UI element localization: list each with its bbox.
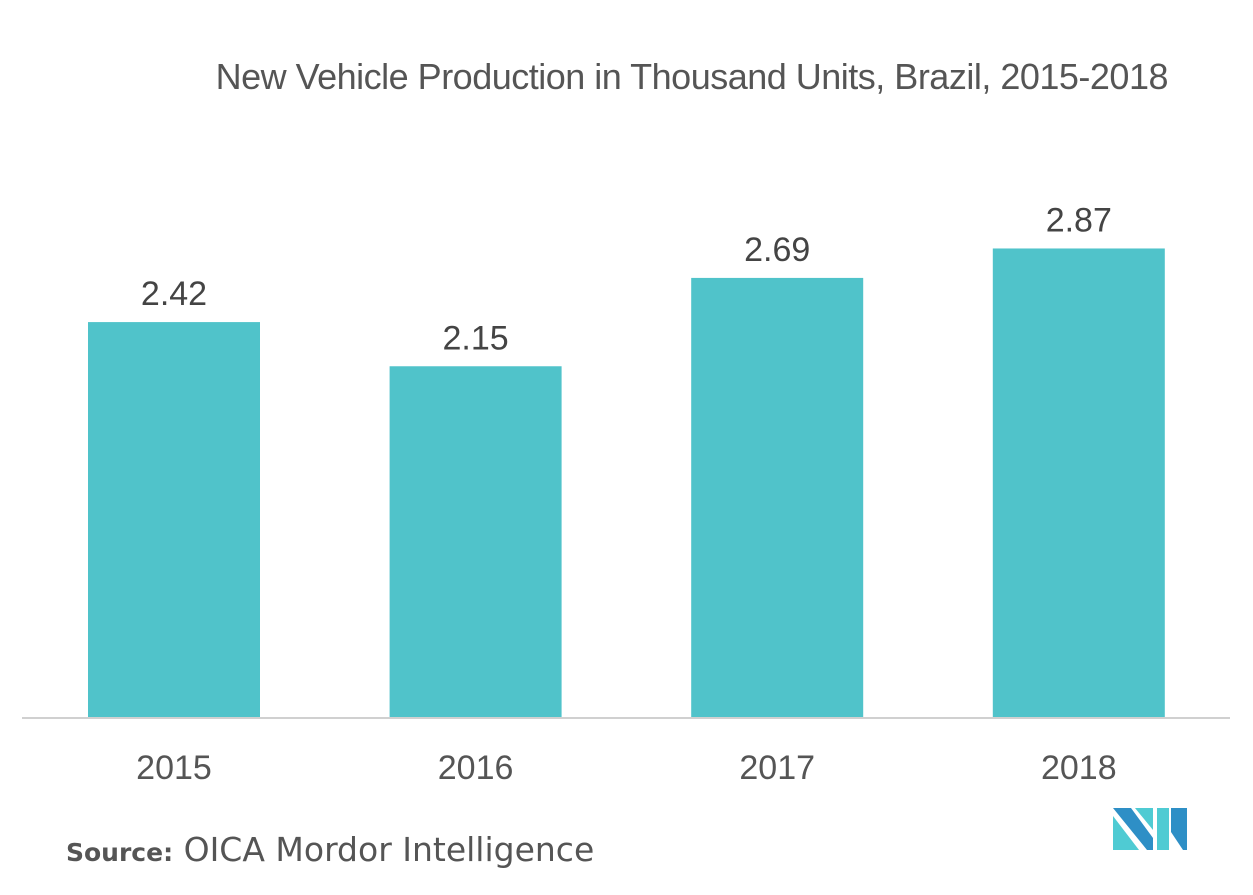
value-label-2017: 2.69: [744, 231, 810, 269]
x-tick-label-2015: 2015: [136, 749, 212, 787]
value-labels-group: 2.42 2.15 2.69 2.87: [141, 201, 1112, 357]
bar-2018: [992, 248, 1165, 718]
logo-shape-4: [1157, 808, 1169, 850]
source-key: Source:: [66, 838, 174, 867]
logo-shape-3: [1135, 808, 1153, 830]
logo-shape-5: [1171, 808, 1187, 850]
mordor-intelligence-logo-icon: [1113, 808, 1187, 850]
x-tick-label-2016: 2016: [438, 749, 514, 787]
x-tick-label-2018: 2018: [1041, 749, 1117, 787]
bar-2017: [691, 277, 864, 718]
value-label-2016: 2.15: [443, 319, 509, 357]
logo-shape-1: [1113, 808, 1153, 850]
bar-2015: [88, 322, 260, 718]
value-label-2015: 2.42: [141, 275, 207, 313]
x-tick-label-2017: 2017: [739, 749, 815, 787]
bar-2016: [389, 366, 562, 718]
logo-shape-2: [1113, 816, 1139, 850]
value-label-2018: 2.87: [1046, 201, 1112, 239]
source-value: OICA Mordor Intelligence: [183, 830, 595, 869]
source-note: Source: OICA Mordor Intelligence: [66, 830, 594, 869]
chart-title: New Vehicle Production in Thousand Units…: [215, 56, 1169, 97]
bars-group: [88, 248, 1165, 718]
x-tick-labels-group: 2015 2016 2017 2018: [136, 749, 1116, 787]
